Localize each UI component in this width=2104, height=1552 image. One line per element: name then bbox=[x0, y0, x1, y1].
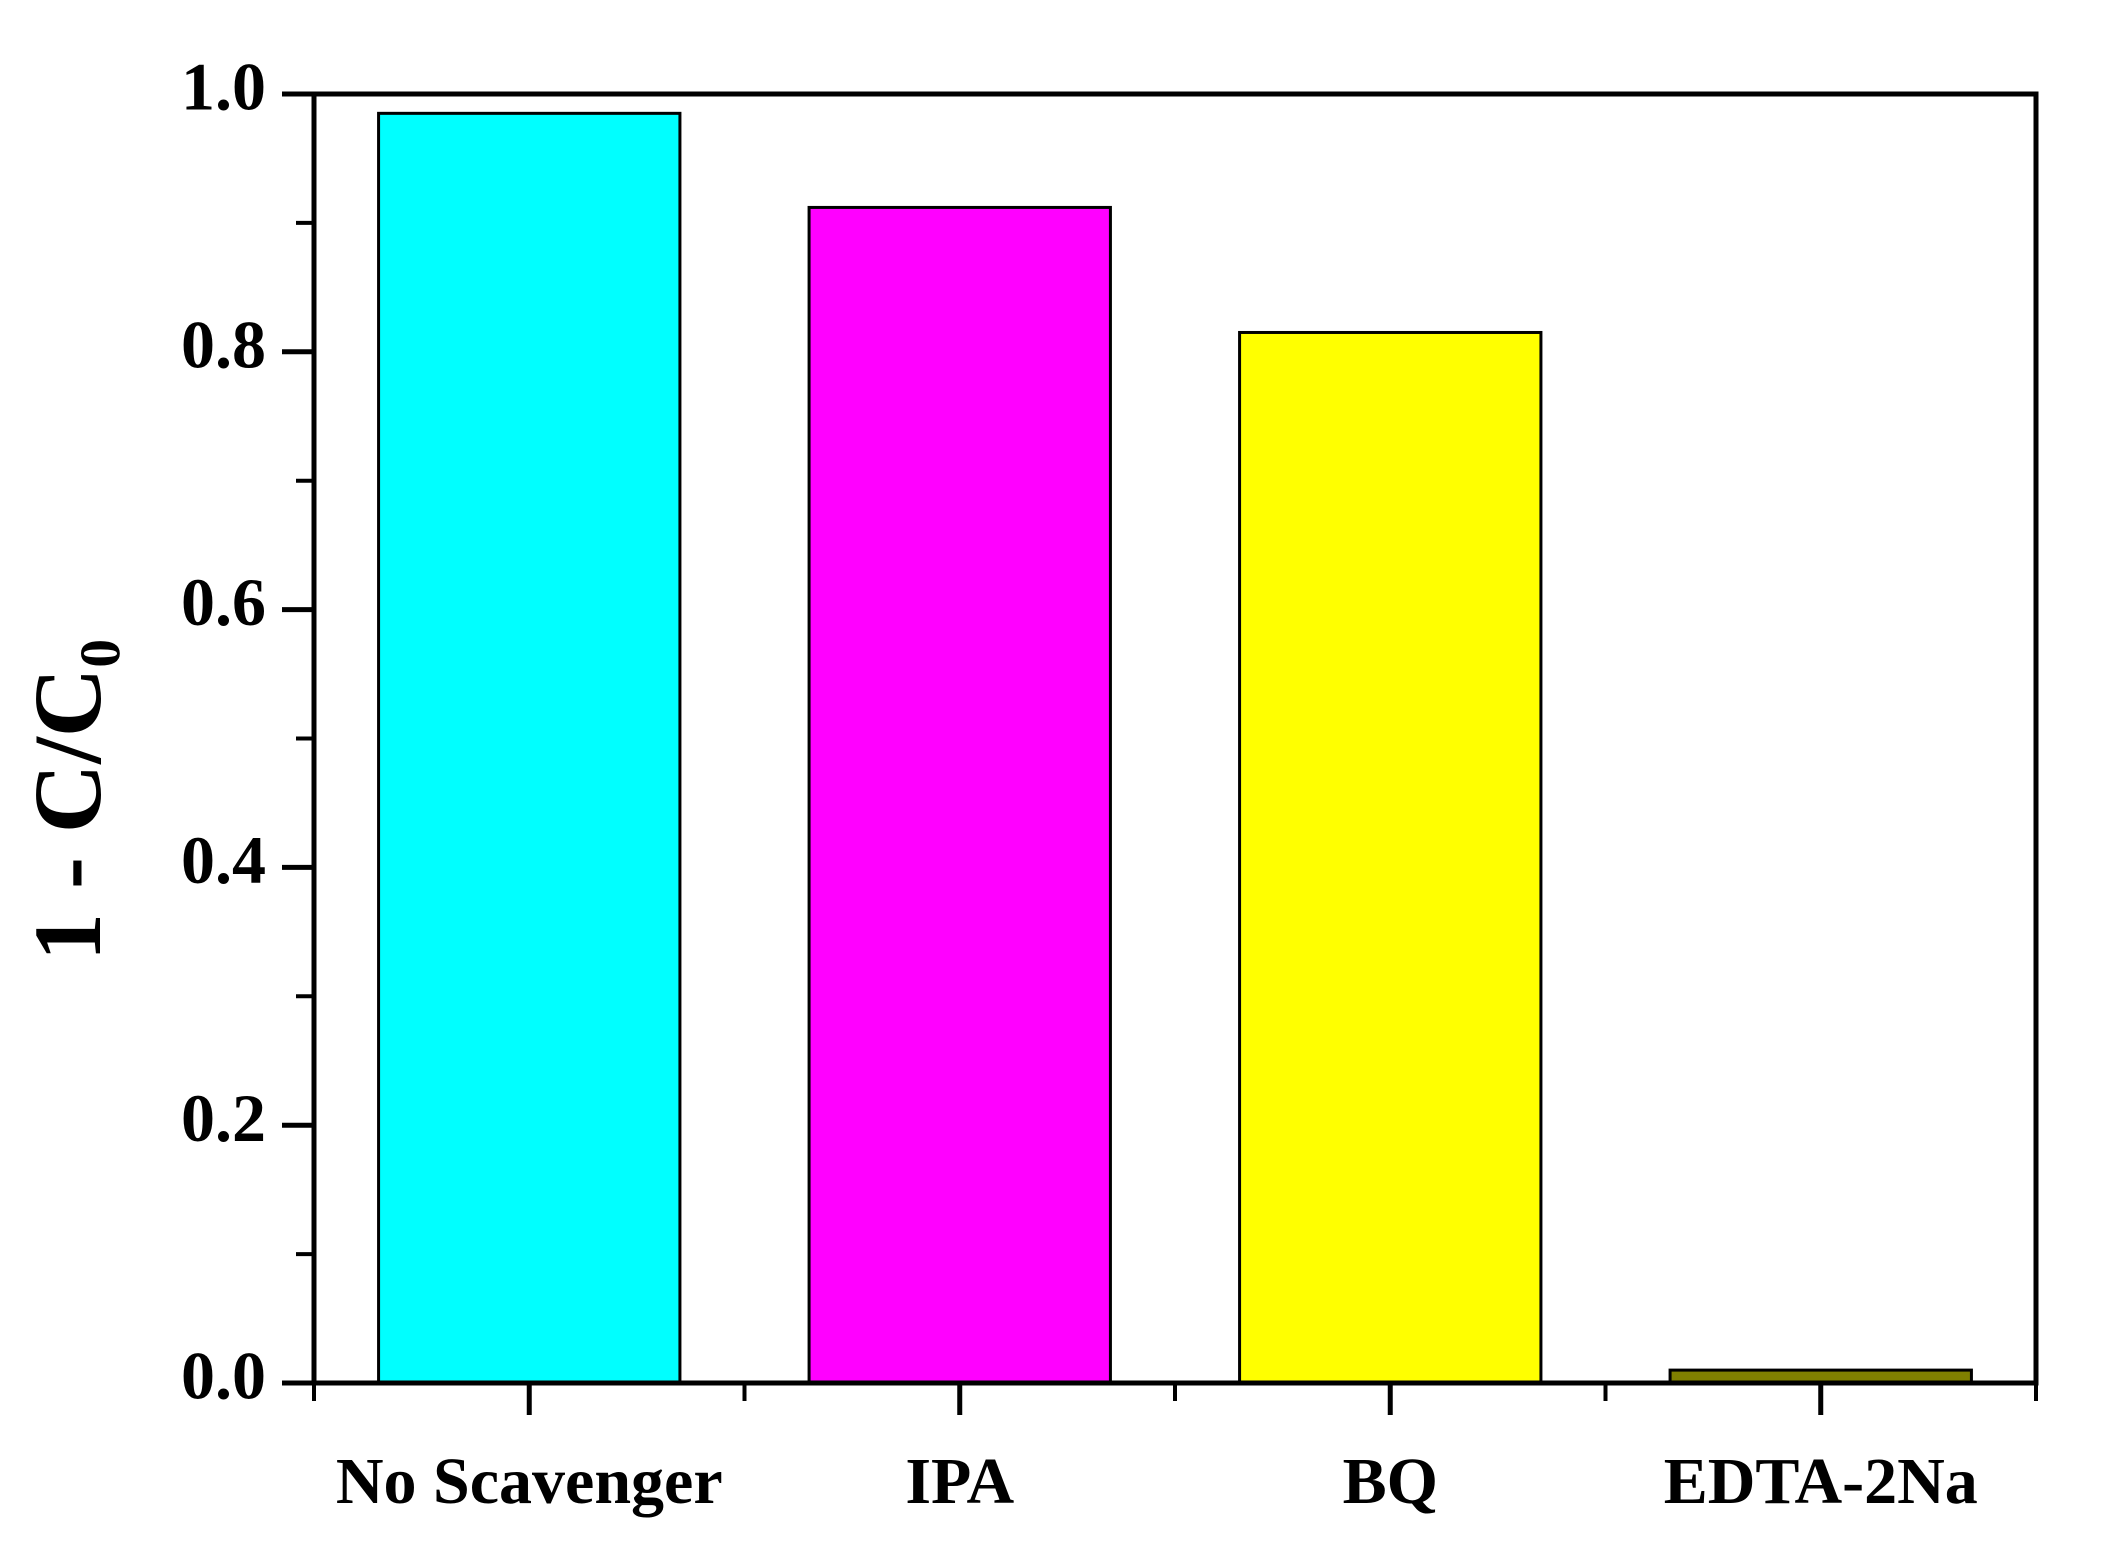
y-tick-label: 0.2 bbox=[181, 1080, 266, 1156]
bar bbox=[377, 111, 682, 1385]
x-tick-label: BQ bbox=[1343, 1445, 1438, 1518]
y-tick-label: 0.0 bbox=[181, 1338, 266, 1414]
x-tick-label: EDTA-2Na bbox=[1664, 1445, 1978, 1518]
plot-frame bbox=[311, 91, 2039, 1386]
y-tick-label: 0.4 bbox=[181, 822, 266, 898]
y-tick-label: 0.6 bbox=[181, 564, 266, 640]
y-tick-label: 1.0 bbox=[181, 49, 266, 125]
x-tick-label: No Scavenger bbox=[336, 1445, 723, 1518]
bar bbox=[1238, 330, 1543, 1385]
x-tick-label: IPA bbox=[905, 1445, 1014, 1518]
y-axis-label: 1 - C/C₀ bbox=[14, 639, 121, 961]
y-tick-label: 0.8 bbox=[181, 306, 266, 382]
bar bbox=[807, 205, 1112, 1385]
